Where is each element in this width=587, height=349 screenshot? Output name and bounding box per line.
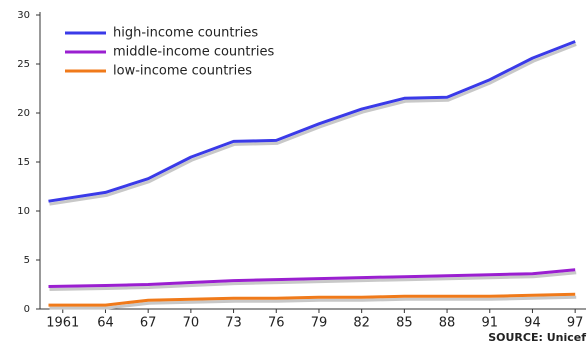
x-tick-label: 94 [524,316,541,331]
x-tick-label: 91 [481,316,498,331]
x-tick-label: 79 [311,316,328,331]
legend-label: high-income countries [113,26,258,41]
x-tick-label: 67 [140,316,157,331]
x-tick-label: 70 [183,316,200,331]
y-tick-label: 15 [17,157,30,168]
y-tick-label: 20 [17,108,30,119]
x-tick-label: 82 [353,316,370,331]
y-tick-label: 0 [24,304,30,315]
legend-label: middle-income countries [113,45,274,60]
x-tick-label: 73 [225,316,242,331]
x-tick-label: 85 [396,316,413,331]
x-tick-label: 76 [268,316,285,331]
legend-label: low-income countries [113,64,252,79]
x-tick-label: 64 [97,316,114,331]
x-tick-label: 97 [567,316,584,331]
y-tick-label: 5 [24,255,30,266]
y-tick-label: 10 [17,206,30,217]
source-note: SOURCE: Unicef [488,331,586,344]
y-tick-label: 25 [17,59,30,70]
y-tick-label: 30 [17,10,30,21]
series-line [48,292,576,307]
x-tick-label: 1961 [46,316,79,331]
series-line [48,268,576,288]
x-tick-label: 88 [439,316,456,331]
series-line [48,40,576,203]
